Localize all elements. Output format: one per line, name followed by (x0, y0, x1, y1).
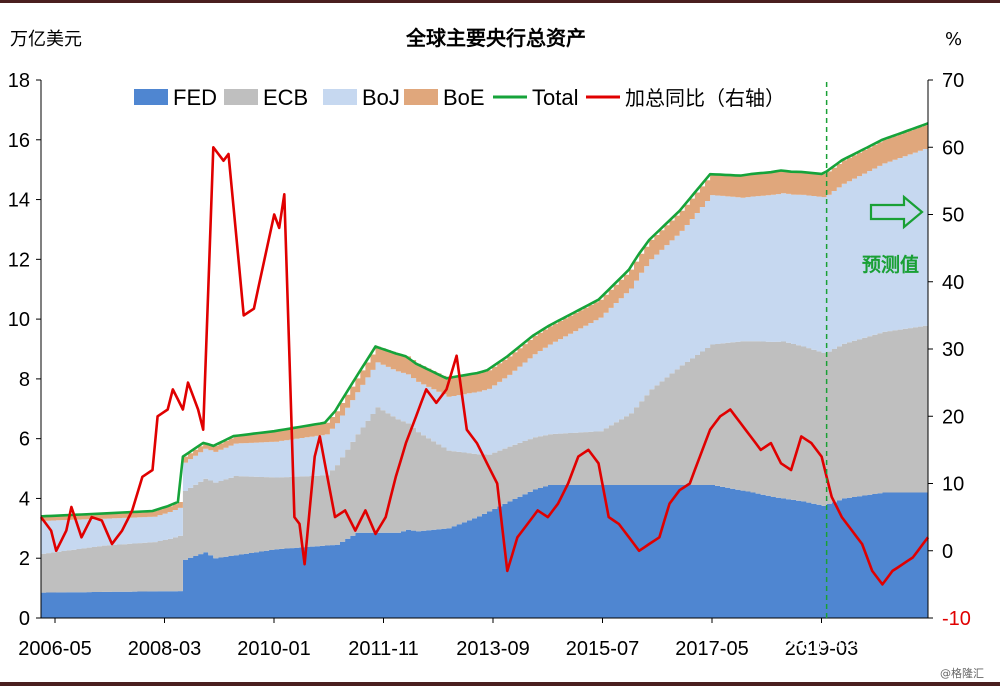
left-tick-label: 8 (19, 369, 30, 391)
left-axis-ticks: 0 2 4 6 8 10 12 14 16 18 (8, 70, 41, 630)
right-tick-label: 20 (942, 406, 964, 428)
right-tick-label: 10 (942, 474, 964, 496)
left-tick-label: 0 (19, 608, 30, 630)
left-tick-label: 2 (19, 548, 30, 570)
x-tick-label: 2008-03 (128, 638, 201, 660)
right-tick-label: 70 (942, 70, 964, 92)
left-tick-label: 4 (19, 488, 30, 510)
right-tick-label: 50 (942, 205, 964, 227)
chart-title: 全球主要央行总资产 (405, 26, 586, 50)
forecast-label: 预测值 (862, 253, 919, 276)
legend: FED ECB BoJ BoE Total 加总同比（右轴） (134, 85, 785, 110)
left-axis-unit: 万亿美元 (10, 29, 82, 50)
x-tick-label: 2013-09 (456, 638, 529, 660)
legend-label-yoy: 加总同比（右轴） (625, 86, 785, 110)
x-tick-label: 2011-11 (348, 638, 418, 660)
total-line (40, 122, 929, 518)
right-tick-label: 40 (942, 272, 964, 294)
legend-swatch-ecb (224, 89, 258, 105)
area-boj (41, 147, 928, 554)
frame-top-bar (0, 0, 1000, 3)
x-tick-label: 2017-05 (675, 638, 748, 660)
legend-swatch-boj (323, 89, 357, 105)
left-tick-label: 14 (8, 190, 30, 212)
right-axis-unit: % (945, 29, 962, 50)
right-axis-ticks: -10 0 10 20 30 40 50 60 70 (928, 70, 971, 630)
legend-label-boe: BoE (443, 85, 485, 110)
legend-label-total: Total (532, 85, 578, 110)
left-tick-label: 16 (8, 130, 30, 152)
area-fed (41, 485, 928, 618)
watermark-sub: @格隆汇 (940, 666, 984, 680)
legend-label-ecb: ECB (263, 85, 308, 110)
x-tick-label: 2010-01 (237, 638, 310, 660)
x-tick-label: 2006-05 (18, 638, 91, 660)
left-tick-label: 10 (8, 309, 30, 331)
wechat-logo-icon (788, 626, 822, 653)
frame-bottom-bar (0, 682, 1000, 686)
left-tick-label: 6 (19, 429, 30, 451)
right-tick-label: 0 (942, 541, 953, 563)
series-total-line (40, 122, 929, 518)
x-axis-ticks: 2006-05 2008-03 2010-01 2011-11 2013-09 2015-… (18, 618, 858, 660)
right-tick-label: 30 (942, 339, 964, 361)
legend-swatch-fed (134, 89, 168, 105)
legend-swatch-boe (404, 89, 438, 105)
legend-label-fed: FED (173, 85, 217, 110)
left-tick-label: 12 (8, 249, 30, 271)
right-tick-label: -10 (942, 608, 971, 630)
forecast-arrow-icon (869, 194, 924, 230)
legend-label-boj: BoJ (362, 85, 400, 110)
right-tick-label: 60 (942, 137, 964, 159)
left-tick-label: 18 (8, 70, 30, 92)
x-tick-label: 2015-07 (566, 638, 639, 660)
watermark-brand: 财主家的余粮 (824, 626, 944, 650)
yoy-line (39, 146, 930, 586)
series-yoy-line (39, 146, 930, 586)
